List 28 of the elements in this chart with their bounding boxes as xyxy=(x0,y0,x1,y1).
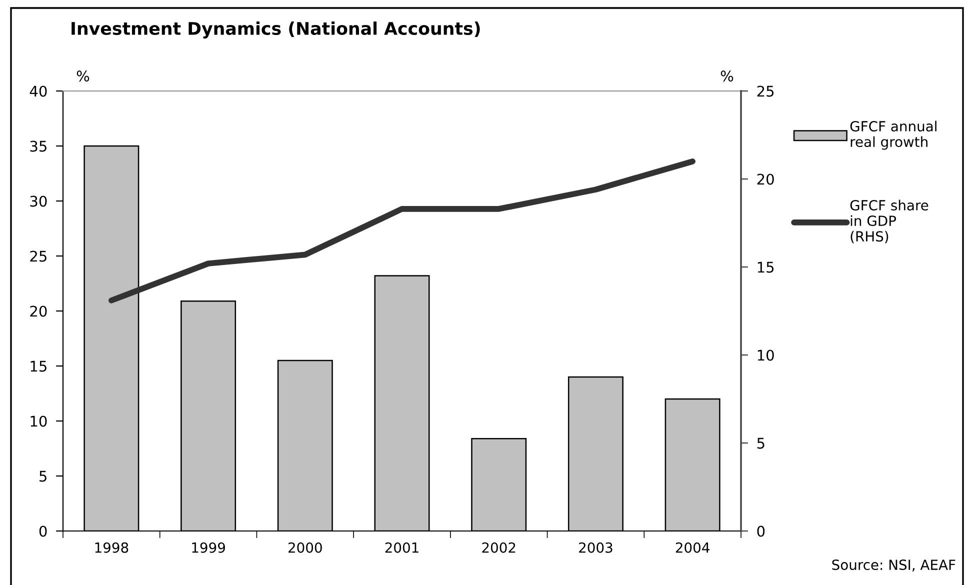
x-tick-label: 2002 xyxy=(482,542,516,553)
x-tick-label: 1999 xyxy=(192,542,225,553)
y2-tick-label: 25 xyxy=(757,86,774,97)
y2-tick-label: 10 xyxy=(758,350,774,361)
y-tick-label: 30 xyxy=(30,196,47,207)
y-tick-label: 35 xyxy=(30,140,46,152)
y-tick-label: 40 xyxy=(30,86,47,97)
y2-tick-label: 20 xyxy=(757,174,774,185)
y2-tick-label: 0 xyxy=(757,526,765,537)
y2-axis-title: % xyxy=(720,70,734,82)
y-tick-label: 5 xyxy=(40,470,46,482)
y-tick-label: 10 xyxy=(30,416,47,427)
y-tick-label: 15 xyxy=(30,360,46,372)
legend-label: GFCF annual real growth xyxy=(850,120,936,150)
y2-tick-label: 5 xyxy=(757,438,764,449)
source-note: Source: NSI, AEAF xyxy=(832,560,956,572)
y-tick-label: 25 xyxy=(30,250,46,262)
x-tick-label: 2000 xyxy=(288,542,322,553)
x-tick-label: 2001 xyxy=(385,542,418,553)
y-tick-label: 0 xyxy=(39,526,47,537)
y2-tick-label: 15 xyxy=(758,262,774,273)
chart-title: Investment Dynamics (National Accounts) xyxy=(72,22,480,38)
y-axis-title: % xyxy=(76,70,90,82)
x-tick-label: 2004 xyxy=(676,542,710,553)
x-tick-label: 2003 xyxy=(579,542,612,553)
legend-label: GFCF share in GDP (RHS) xyxy=(850,200,928,244)
y-tick-label: 20 xyxy=(30,306,47,317)
x-tick-label: 1998 xyxy=(95,542,128,553)
